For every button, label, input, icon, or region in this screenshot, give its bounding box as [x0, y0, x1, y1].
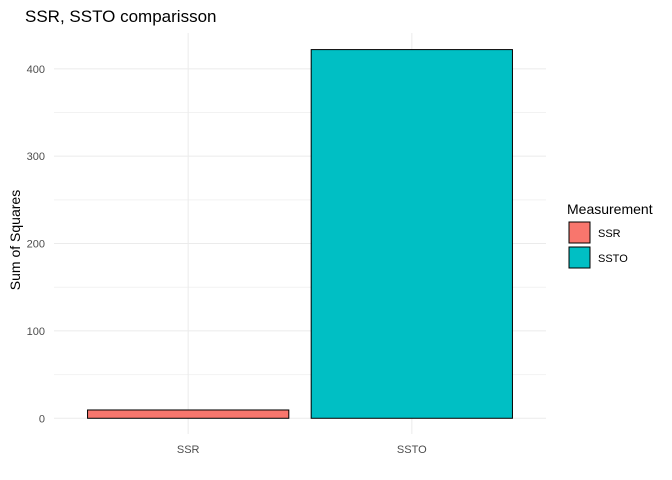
x-axis-ticks: SSR SSTO [177, 444, 427, 456]
y-tick-label: 400 [27, 64, 45, 76]
y-tick-label: 100 [27, 326, 45, 338]
x-tick-label: SSTO [397, 444, 427, 456]
legend: Measurement SSR SSTO [567, 201, 653, 269]
legend-key-ssto [568, 246, 591, 269]
bars [87, 49, 513, 419]
bar-ssto [310, 49, 513, 419]
legend-label: SSR [598, 228, 621, 240]
x-tick-label: SSR [177, 444, 200, 456]
legend-items: SSR SSTO [568, 221, 628, 269]
y-tick-label: 200 [27, 239, 45, 251]
legend-key-ssr [568, 221, 591, 244]
chart-title: SSR, SSTO comparisson [25, 7, 216, 26]
legend-label: SSTO [598, 253, 628, 265]
y-tick-label: 300 [27, 151, 45, 163]
bar-ssr [87, 409, 290, 419]
y-axis-title: Sum of Squares [7, 190, 23, 290]
y-tick-label: 0 [39, 413, 45, 425]
legend-title: Measurement [567, 201, 653, 217]
y-axis-ticks: 0 100 200 300 400 [27, 64, 45, 425]
